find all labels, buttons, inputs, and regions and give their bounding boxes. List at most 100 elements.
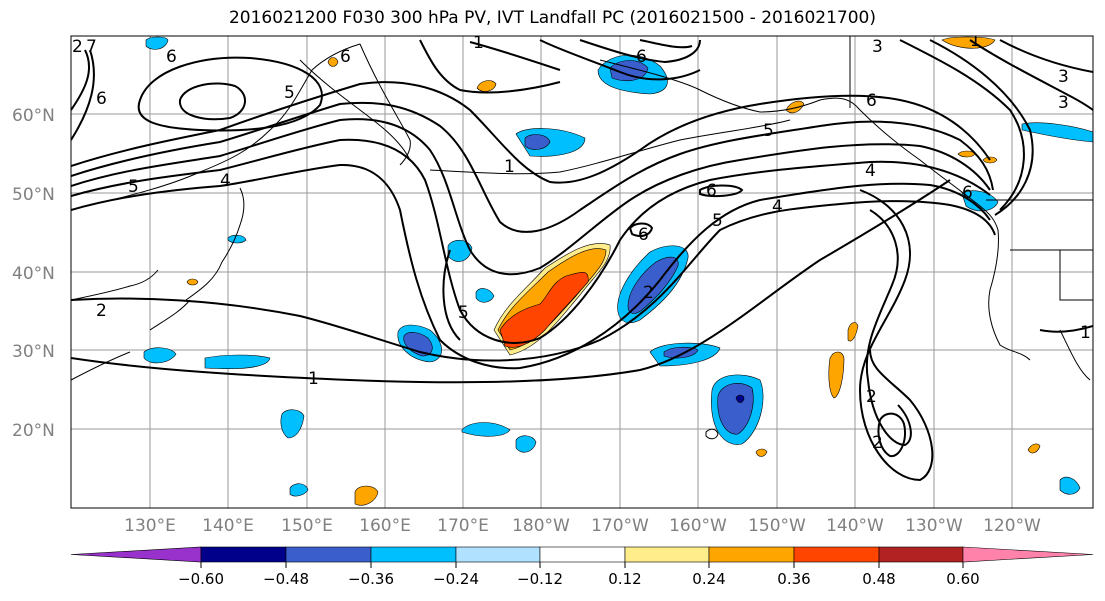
shade-negative: [609, 60, 649, 81]
colorbar-tick-label: 0.48: [862, 570, 895, 588]
contour-label: 5: [763, 121, 774, 141]
colorbar-tick-label: −0.24: [433, 570, 479, 588]
colorbar-segment: [793, 546, 880, 563]
lat-label: 60°N: [12, 106, 55, 126]
shade-negative: [447, 239, 473, 262]
contour-label: 2: [872, 433, 883, 453]
colorbar-tick-label: 0.12: [608, 570, 641, 588]
contour-label: 6: [340, 47, 351, 67]
lon-label: 170°E: [437, 516, 489, 536]
lon-label: 150°W: [748, 516, 806, 536]
colorbar-tick-label: −0.60: [178, 570, 224, 588]
lat-label: 40°N: [12, 264, 55, 284]
shade-negative: [145, 36, 169, 50]
shade-negative: [735, 394, 745, 403]
lon-label: 140°E: [202, 516, 254, 536]
contour-label: 2: [866, 387, 877, 407]
shade-negative: [717, 383, 754, 435]
colorbar-segment: [455, 546, 541, 563]
lon-label: 140°W: [826, 516, 884, 536]
shade-negative: [1059, 476, 1081, 495]
contour-label: 1: [473, 33, 484, 53]
contour-label: 3: [1058, 93, 1069, 113]
coastlines: [71, 36, 1093, 440]
lon-label: 160°W: [669, 516, 727, 536]
contour-label: 6: [638, 225, 649, 245]
colorbar-tick-label: −0.36: [348, 570, 394, 588]
contour-label: 5: [284, 83, 295, 103]
contour-label: 6: [866, 91, 877, 111]
colorbar-segment: [539, 546, 626, 563]
lon-label: 120°W: [983, 516, 1041, 536]
map-title: 2016021200 F030 300 hPa PV, IVT Landfall…: [228, 8, 876, 28]
shade-negative: [143, 347, 177, 364]
contour-label: 5: [458, 303, 469, 323]
shade-positive: [941, 36, 996, 49]
contour-label: 4: [865, 161, 876, 181]
lon-label: 180°W: [512, 516, 570, 536]
colorbar-segment: [708, 546, 795, 563]
contour-label: 1: [1080, 323, 1091, 343]
colorbar-segment: [878, 546, 964, 563]
contour-label: 2: [72, 37, 83, 57]
shade-positive: [354, 485, 379, 506]
contour-label: 1: [970, 31, 981, 51]
lon-label: 160°E: [359, 516, 411, 536]
shade-negative: [961, 190, 999, 212]
lat-label: 50°N: [12, 185, 55, 205]
colorbar-tick-labels: −0.60 −0.48 −0.36 −0.24 −0.12 0.12 0.24 …: [178, 570, 980, 588]
colorbar-ticks: [200, 562, 964, 568]
lat-label: 30°N: [12, 342, 55, 362]
colorbar-extend-high: [962, 546, 1094, 563]
lon-label: 150°E: [281, 516, 333, 536]
contour-label: 6: [636, 47, 647, 67]
colorbar-extend-low: [70, 546, 202, 563]
shade-positive: [327, 57, 339, 67]
longitude-labels: 130°E 140°E 150°E 160°E 170°E 180°W 170°…: [124, 516, 1041, 536]
latitude-labels: 60°N 50°N 40°N 30°N 20°N: [12, 106, 55, 441]
contour-label: 6: [96, 89, 107, 109]
shade-negative: [1021, 122, 1093, 143]
colorbar-tick-label: −0.48: [263, 570, 309, 588]
map-panel: 1 6 6 5 4 6 1 3 3 6 5 6 4 1 5 6 6 5 4 2 …: [71, 31, 1093, 508]
contour-label: 2: [96, 301, 107, 321]
colorbar-tick-label: 0.24: [692, 570, 725, 588]
contour-label: 6: [706, 181, 717, 201]
contour-label: 1: [504, 157, 515, 177]
shade-negative: [289, 483, 309, 497]
colorbar-tick-label: 0.36: [777, 570, 810, 588]
colorbar-segment: [370, 546, 457, 563]
contour-label: 3: [1058, 67, 1069, 87]
shade-positive: [499, 271, 589, 348]
shade-negative: [524, 134, 551, 150]
colorbar: −0.60 −0.48 −0.36 −0.24 −0.12 0.12 0.24 …: [70, 546, 1094, 588]
shade-positive: [755, 448, 768, 457]
shade-positive: [186, 278, 199, 286]
colorbar-tick-label: 0.60: [946, 570, 979, 588]
contour-label: 5: [712, 211, 723, 231]
shade-negative: [475, 288, 495, 303]
lon-label: 170°W: [591, 516, 649, 536]
shade-positive: [785, 100, 805, 114]
lon-label: 130°W: [905, 516, 963, 536]
contour-label: 5: [128, 177, 139, 197]
shade-positive: [828, 351, 845, 399]
pv-contours: [71, 39, 1093, 482]
contour-label: 7: [86, 37, 97, 57]
lat-label: 20°N: [12, 421, 55, 441]
contour-label: 4: [772, 197, 783, 217]
contour-label: 4: [220, 171, 231, 191]
shade-negative: [515, 435, 537, 453]
contour-label: 6: [166, 47, 177, 67]
colorbar-segment: [285, 546, 372, 563]
map-frame: [70, 35, 1094, 509]
shade-negative: [227, 234, 247, 244]
shade-negative: [204, 354, 271, 369]
contour-label: 6: [962, 183, 973, 203]
colorbar-tick-label: −0.12: [517, 570, 563, 588]
shade-positive: [847, 322, 859, 342]
contour-label: 3: [872, 37, 883, 57]
contour-label: 2: [643, 283, 654, 303]
shade-negative: [461, 422, 511, 437]
